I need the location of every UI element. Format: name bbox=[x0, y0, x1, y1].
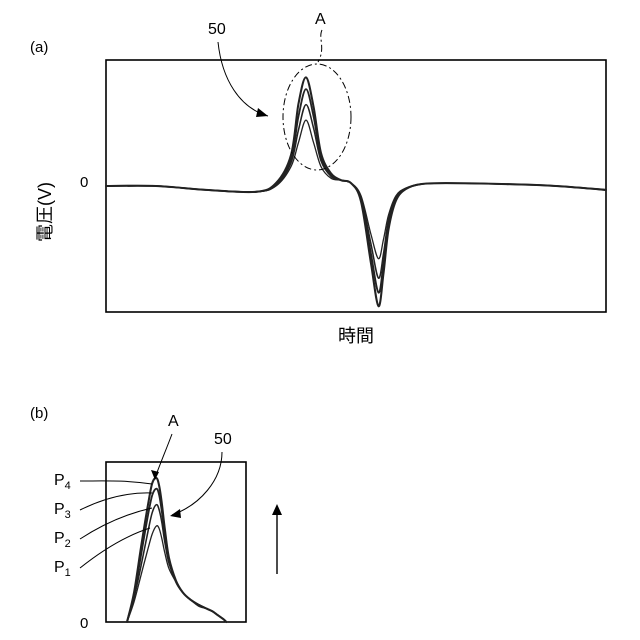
peak-leader-p2 bbox=[80, 508, 152, 539]
panel-b-plot-frame bbox=[106, 462, 246, 622]
panel-b-trace-2 bbox=[127, 505, 226, 622]
y-axis-label: 電圧(V) bbox=[35, 182, 55, 242]
peak-label-p2: P2 bbox=[54, 530, 71, 550]
panel-a-curve-arrowhead bbox=[256, 108, 268, 117]
panel-a-region-leader bbox=[318, 30, 322, 62]
peak-leader-p4 bbox=[80, 481, 152, 484]
panel-a-plot-frame bbox=[106, 60, 606, 312]
peak-leader-p3 bbox=[80, 493, 152, 510]
panel-a-trace-2 bbox=[106, 105, 606, 279]
panel-b-curve-label: 50 bbox=[214, 431, 232, 448]
peak-label-p1: P1 bbox=[54, 559, 71, 579]
panel-b-region-arrow bbox=[155, 434, 172, 478]
panel-b-curve-arrowhead bbox=[170, 509, 181, 518]
peak-label-p3: P3 bbox=[54, 501, 71, 521]
panel-a-trace-3 bbox=[106, 89, 606, 293]
panel-a-traces bbox=[106, 77, 606, 306]
panel-b-region-label: A bbox=[168, 413, 179, 430]
panel-b-traces bbox=[127, 478, 226, 622]
panel-b: (b) 0 A 50 P4 P3 P2 P1 bbox=[30, 405, 282, 632]
increase-arrow-icon bbox=[272, 504, 282, 515]
panel-a-curve-arrow bbox=[218, 42, 268, 116]
panel-b-zero-label: 0 bbox=[80, 615, 88, 632]
panel-b-trace-3 bbox=[127, 489, 226, 622]
x-axis-label: 時間 bbox=[338, 326, 374, 346]
panel-a: (a) 電圧(V) 0 時間 50 A bbox=[30, 11, 606, 346]
peak-label-p4: P4 bbox=[54, 472, 71, 492]
panel-a-label: (a) bbox=[30, 39, 48, 56]
panel-a-zero-label: 0 bbox=[80, 174, 88, 191]
panel-b-label: (b) bbox=[30, 405, 48, 422]
panel-a-curve-label: 50 bbox=[208, 21, 226, 38]
panel-a-trace-4 bbox=[106, 77, 606, 306]
panel-a-region-label: A bbox=[315, 11, 326, 28]
